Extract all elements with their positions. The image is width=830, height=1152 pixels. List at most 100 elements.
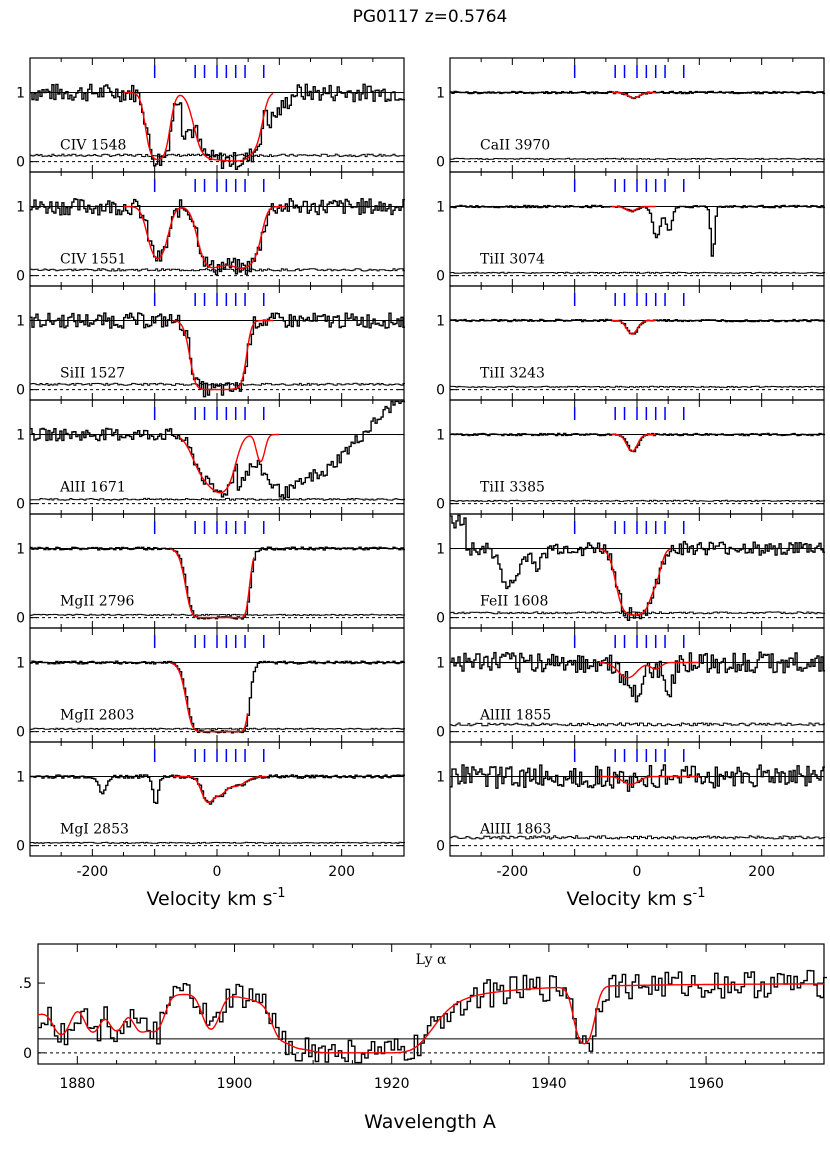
y-tick-label: 0 <box>436 269 445 285</box>
y-tick-label: 0 <box>16 155 25 171</box>
error-spectrum <box>30 841 405 844</box>
model-fit <box>599 775 700 786</box>
velocity-xlabel-right-exp: -1 <box>693 886 706 901</box>
y-tick-label: 0 <box>16 839 25 855</box>
flux-spectrum <box>450 432 825 453</box>
model-fit <box>123 205 286 269</box>
error-spectrum <box>450 271 825 274</box>
flux-spectrum <box>30 660 405 734</box>
ion-label: AlIII 1855 <box>479 708 551 724</box>
model-fit <box>123 91 274 162</box>
error-spectrum <box>450 835 825 840</box>
lya-x-tick-label: 1900 <box>217 1076 253 1092</box>
error-spectrum <box>450 499 825 502</box>
y-tick-label: 1 <box>436 656 445 672</box>
y-tick-label: 0 <box>16 269 25 285</box>
ion-label: CaII 3970 <box>480 138 550 154</box>
ion-label: TiII 3243 <box>480 366 545 382</box>
x-tick-label: -200 <box>76 864 108 880</box>
model-fit <box>612 91 656 99</box>
y-tick-label: 0 <box>16 497 25 513</box>
left-panel: 0 1 MgII 2803 <box>16 627 405 743</box>
ion-label: AlII 1671 <box>59 480 126 496</box>
model-fit <box>612 205 656 212</box>
ion-label: TiII 3385 <box>480 480 545 496</box>
y-tick-label: 1 <box>436 542 445 558</box>
x-tick-label: 0 <box>213 864 222 880</box>
left-panel: 0 1 AlII 1671 <box>16 399 405 515</box>
y-tick-label: 1 <box>16 656 25 672</box>
y-tick-label: 1 <box>16 542 25 558</box>
flux-spectrum <box>30 312 405 398</box>
flux-spectrum <box>450 318 825 335</box>
x-tick-label: 0 <box>633 864 642 880</box>
y-tick-label: 1 <box>16 770 25 786</box>
y-tick-label: 1 <box>436 314 445 330</box>
flux-spectrum <box>30 400 405 499</box>
right-panel: 0 1 -200 0 200 AlIII 1863 <box>436 741 825 880</box>
left-panel: 0 1 CIV 1548 <box>16 57 405 173</box>
flux-spectrum <box>450 204 825 257</box>
model-fit <box>179 433 280 494</box>
lya-y-tick-label: 0 <box>23 1046 32 1062</box>
velocity-xlabel-left-exp: -1 <box>273 886 286 901</box>
model-fit <box>612 319 656 335</box>
x-tick-label: -200 <box>496 864 528 880</box>
y-tick-label: 1 <box>436 428 445 444</box>
model-fit <box>173 319 274 391</box>
right-panel: 0 1 TiII 3385 <box>436 399 825 515</box>
model-fit <box>599 548 671 616</box>
lya-x-tick-label: 1920 <box>374 1076 410 1092</box>
model-fit <box>599 661 700 679</box>
velocity-xlabel-right: Velocity km s-1 <box>567 886 706 910</box>
error-spectrum <box>450 722 825 727</box>
ion-label: CIV 1548 <box>60 138 126 154</box>
ion-label: MgI 2853 <box>60 822 129 838</box>
right-panel: 0 1 AlIII 1855 <box>436 627 825 743</box>
flux-spectrum <box>450 764 825 792</box>
right-panel: 0 1 TiII 3074 <box>436 171 825 287</box>
flux-spectrum <box>450 651 825 703</box>
y-tick-label: 1 <box>16 86 25 102</box>
ion-label: MgII 2803 <box>60 708 134 724</box>
left-panel: 0 1 MgII 2796 <box>16 513 405 629</box>
ion-label: SiII 1527 <box>60 366 125 382</box>
ion-label: TiII 3074 <box>480 252 545 268</box>
wavelength-xlabel: Wavelength A <box>364 1111 496 1133</box>
y-tick-label: 0 <box>436 725 445 741</box>
x-tick-label: 200 <box>328 864 355 880</box>
lya-flux-spectrum <box>38 969 827 1064</box>
error-spectrum <box>30 613 405 616</box>
ion-label: AlIII 1863 <box>479 822 551 838</box>
figure-title: PG0117 z=0.5764 <box>353 7 508 27</box>
error-spectrum <box>30 727 405 730</box>
model-fit <box>170 548 255 619</box>
left-panel: 0 1 SiII 1527 <box>16 285 405 401</box>
flux-spectrum <box>30 198 405 276</box>
lya-x-tick-label: 1940 <box>531 1076 567 1092</box>
y-tick-label: 0 <box>436 383 445 399</box>
lya-x-tick-label: 1960 <box>688 1076 724 1092</box>
error-spectrum <box>30 268 405 272</box>
lya-panel: 0 .5 1880 1900 1920 1940 1960 Ly α <box>19 943 827 1092</box>
error-spectrum <box>30 382 405 386</box>
y-tick-label: 0 <box>436 155 445 171</box>
lya-x-tick-label: 1880 <box>59 1076 95 1092</box>
right-panel: 0 1 TiII 3243 <box>436 285 825 401</box>
y-tick-label: 0 <box>436 497 445 513</box>
ion-label: FeII 1608 <box>480 594 548 610</box>
right-panel: 0 1 CaII 3970 <box>436 57 825 173</box>
error-spectrum <box>30 497 405 501</box>
velocity-xlabel-right-text: Velocity km s <box>567 888 693 910</box>
velocity-panels: 0 1 CIV 1548 0 1 CIV 1551 0 1 SiII 1527 0 1 AlII 16… <box>16 57 825 880</box>
y-tick-label: 0 <box>16 611 25 627</box>
y-tick-label: 0 <box>436 839 445 855</box>
error-spectrum <box>450 157 825 160</box>
model-fit <box>170 662 249 733</box>
left-panel: 0 1 CIV 1551 <box>16 171 405 287</box>
flux-spectrum <box>30 83 405 170</box>
y-tick-label: 1 <box>436 200 445 216</box>
left-panel: 0 1 -200 0 200 MgI 2853 <box>16 741 405 880</box>
flux-spectrum <box>450 90 825 100</box>
